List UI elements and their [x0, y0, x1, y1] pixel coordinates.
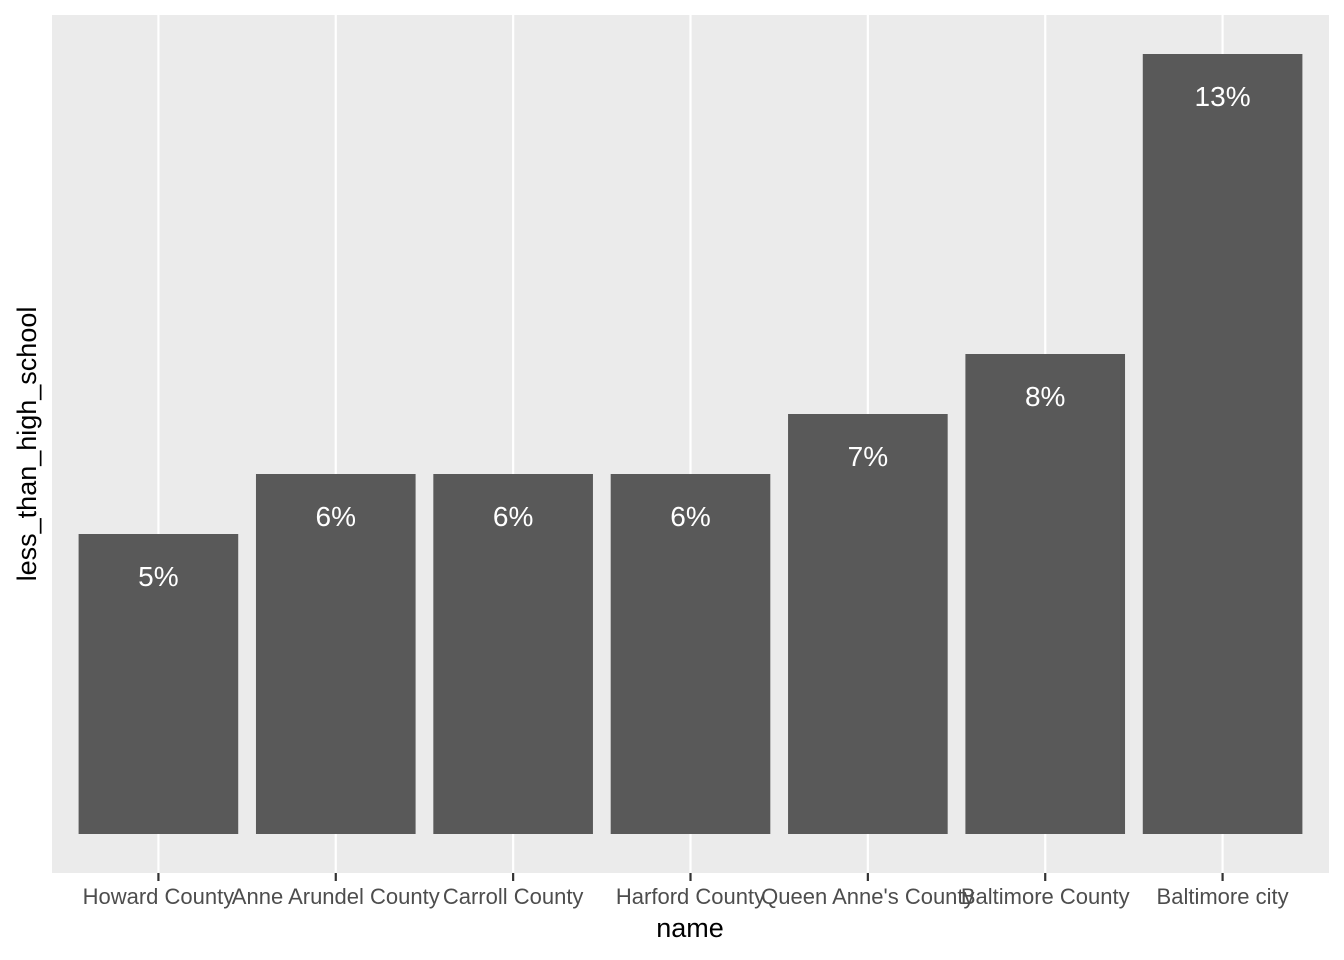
x-tick-label: Carroll County — [443, 884, 584, 909]
x-tick-label: Howard County — [83, 884, 235, 909]
x-tick-label: Harford County — [616, 884, 765, 909]
bar — [1142, 54, 1303, 834]
bar — [433, 474, 593, 834]
x-axis-ticks — [157, 873, 1224, 881]
y-axis-title: less_than_high_school — [12, 307, 42, 582]
x-tick-label: Baltimore County — [961, 884, 1130, 909]
bar-labels: 5% 6% 6% 6% 7% 8% 13% — [138, 81, 1250, 592]
bars — [78, 54, 1303, 834]
bar-value-label: 7% — [848, 441, 888, 472]
bar — [788, 414, 948, 834]
bar-value-label: 13% — [1195, 81, 1251, 112]
x-tick-label: Queen Anne's County — [761, 884, 974, 909]
x-tick-label: Anne Arundel County — [232, 884, 440, 909]
bar — [78, 534, 239, 834]
bar — [610, 474, 771, 834]
x-axis-title: name — [656, 913, 724, 943]
bar — [965, 354, 1126, 834]
bar-value-label: 5% — [138, 561, 178, 592]
bar-value-label: 6% — [316, 501, 356, 532]
bar-value-label: 6% — [670, 501, 710, 532]
bar-value-label: 8% — [1025, 381, 1065, 412]
x-tick-label: Baltimore city — [1157, 884, 1289, 909]
bar-value-label: 6% — [493, 501, 533, 532]
bar — [255, 474, 416, 834]
